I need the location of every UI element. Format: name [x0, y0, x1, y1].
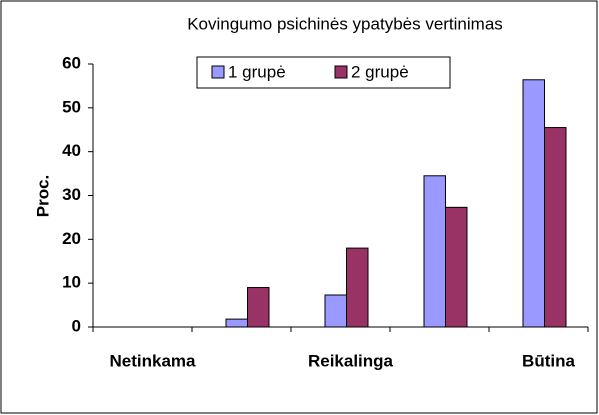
legend-box [196, 56, 451, 89]
bar [346, 247, 369, 328]
chart-title: Kovingumo psichinės ypatybės vertinimas [187, 14, 503, 33]
bar [324, 294, 347, 328]
legend-label: 1 grupė [228, 62, 286, 81]
y-tick-label: 30 [62, 185, 81, 204]
legend-swatch [334, 65, 348, 79]
y-tick-label: 20 [62, 229, 81, 248]
bar [423, 175, 446, 328]
legend-label: 2 grupė [351, 62, 409, 81]
x-tick-label: Būtina [522, 351, 575, 370]
bar [522, 79, 545, 328]
y-tick-label: 60 [62, 53, 81, 72]
bar [247, 287, 270, 328]
bar [544, 127, 567, 328]
x-tick-label: Netinkama [110, 351, 197, 370]
bar [225, 318, 248, 328]
legend-swatch [211, 65, 225, 79]
y-tick-label: 10 [62, 273, 81, 292]
y-tick-label: 50 [62, 97, 81, 116]
y-tick-label: 40 [62, 141, 81, 160]
x-tick-label: Reikalinga [308, 351, 394, 370]
bar [445, 206, 468, 328]
y-axis-title: Proc. [33, 175, 52, 218]
y-tick-label: 0 [72, 316, 81, 335]
